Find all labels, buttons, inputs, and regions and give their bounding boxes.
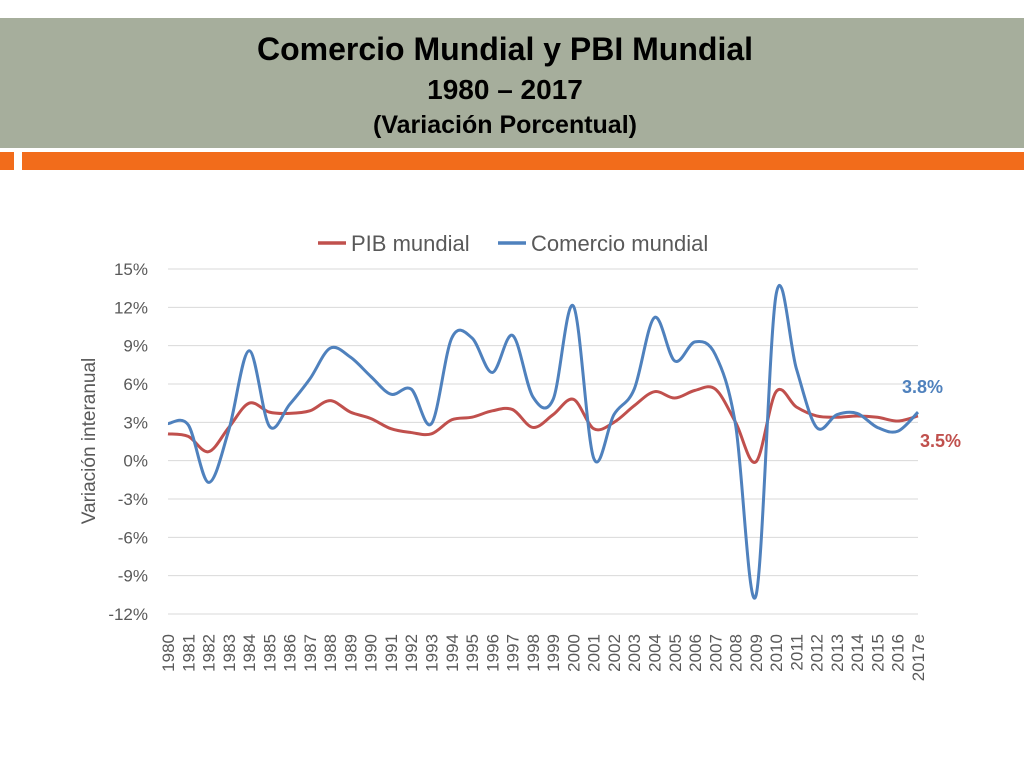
x-tick-label: 2003 [625, 634, 644, 672]
x-tick-label: 2005 [666, 634, 685, 672]
x-tick-label: 2006 [686, 634, 705, 672]
x-tick-label: 1990 [362, 634, 381, 672]
x-tick-label: 1998 [524, 634, 543, 672]
x-tick-label: 2009 [747, 634, 766, 672]
series-line-pib-mundial [167, 385, 919, 464]
x-tick-label: 1995 [463, 634, 482, 672]
title-band: Comercio Mundial y PBI Mundial 1980 – 20… [0, 18, 1024, 148]
x-tick-label: 2017e [909, 634, 928, 681]
x-tick-label: 2004 [645, 634, 664, 672]
x-tick-label: 2007 [706, 634, 725, 672]
x-tick-label: 1980 [159, 634, 178, 672]
x-tick-label: 2012 [808, 634, 827, 672]
y-tick-label: 3% [123, 413, 148, 432]
series-line-comercio-mundial [167, 283, 920, 600]
y-tick-label: -6% [118, 528, 148, 547]
y-tick-label: 12% [114, 298, 148, 317]
x-tick-label: 2015 [868, 634, 887, 672]
x-tick-label: 1989 [341, 634, 360, 672]
x-tick-label: 1993 [423, 634, 442, 672]
x-tick-label: 1985 [260, 634, 279, 672]
y-tick-label: 6% [123, 375, 148, 394]
x-tick-label: 1999 [544, 634, 563, 672]
slide-subtitle: (Variación Porcentual) [373, 111, 637, 139]
x-tick-label: 2011 [787, 634, 806, 671]
x-tick-label: 2000 [564, 634, 583, 672]
slide-title: Comercio Mundial y PBI Mundial [256, 31, 754, 67]
y-tick-label: -12% [108, 605, 148, 624]
x-tick-label: 2013 [828, 634, 847, 672]
x-tick-label: 1996 [483, 634, 502, 672]
x-tick-label: 2001 [585, 634, 604, 672]
x-tick-label: 2016 [889, 634, 908, 672]
x-tick-label: 2014 [848, 634, 867, 672]
slide-period: 1980 – 2017 [427, 74, 583, 105]
end-label-comercio-mundial: 3.8% [902, 377, 943, 397]
y-tick-label: -3% [118, 490, 148, 509]
accent-bar-left [0, 152, 14, 170]
x-tick-label: 2010 [767, 634, 786, 672]
accent-bar-right [22, 152, 1024, 170]
x-tick-label: 2008 [727, 634, 746, 672]
x-tick-label: 1994 [443, 634, 462, 672]
y-tick-label: 9% [123, 337, 148, 356]
x-tick-label: 1983 [220, 634, 239, 672]
y-axis-label: Variación interanual [79, 358, 100, 525]
x-tick-label: 1981 [179, 634, 198, 672]
x-tick-label: 1997 [504, 634, 523, 672]
y-tick-label: -9% [118, 567, 148, 586]
legend-label-pib-mundial: PIB mundial [351, 231, 470, 256]
x-tick-label: 1982 [200, 634, 219, 672]
x-tick-label: 1992 [402, 634, 421, 672]
x-tick-label: 1986 [281, 634, 300, 672]
x-tick-label: 1987 [301, 634, 320, 672]
end-label-pib-mundial: 3.5% [920, 431, 961, 451]
x-tick-label: 1984 [240, 634, 259, 672]
legend-label-comercio-mundial: Comercio mundial [531, 231, 708, 256]
x-tick-label: 2002 [605, 634, 624, 672]
y-tick-label: 15% [114, 260, 148, 279]
x-tick-label: 1991 [382, 634, 401, 672]
y-tick-label: 0% [123, 452, 148, 471]
x-tick-label: 1988 [321, 634, 340, 672]
